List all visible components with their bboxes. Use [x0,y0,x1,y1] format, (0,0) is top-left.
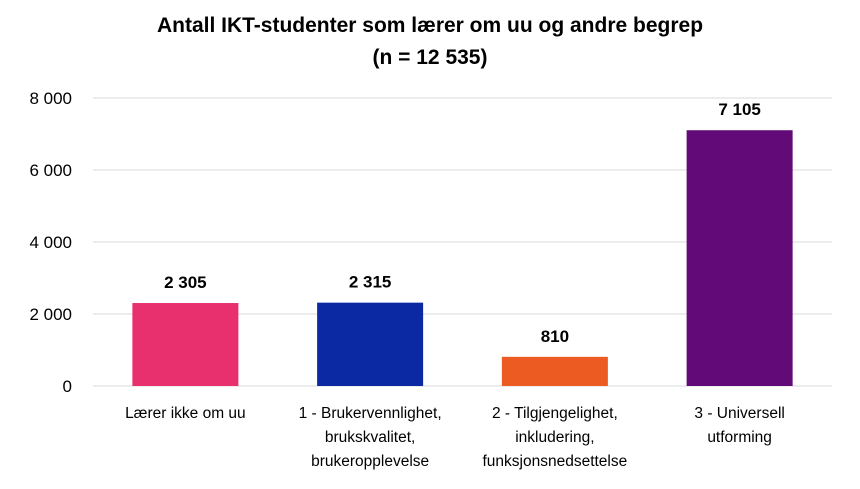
x-tick-label: 2 - Tilgjengelighet, [492,405,618,422]
chart-title-line-2: (n = 12 535) [373,46,488,69]
x-tick-label: 3 - Universell [694,405,784,422]
x-tick-label: 1 - Brukervennlighet, [299,405,442,422]
bar [317,302,424,386]
data-label: 7 105 [718,100,761,119]
x-tick-label: funksjonsnedsettelse [482,453,627,470]
x-tick-label: brukeropplevelse [311,453,429,470]
data-label: 2 305 [164,273,207,292]
y-tick-label: 2 000 [29,305,72,324]
bar [132,303,239,386]
bar [686,130,793,386]
data-label: 2 315 [349,273,392,292]
x-tick-label: inkludering, [515,429,594,446]
bar [501,356,608,386]
y-tick-label: 8 000 [29,89,72,108]
chart-title-line-1: Antall IKT-studenter som lærer om uu og … [157,14,703,37]
x-tick-label: Lærer ikke om uu [125,405,246,422]
y-tick-label: 0 [63,377,72,396]
y-tick-label: 6 000 [29,161,72,180]
y-tick-label: 4 000 [29,233,72,252]
x-tick-label: utforming [707,429,772,446]
x-tick-label: brukskvalitet, [325,429,415,446]
data-label: 810 [541,327,569,346]
